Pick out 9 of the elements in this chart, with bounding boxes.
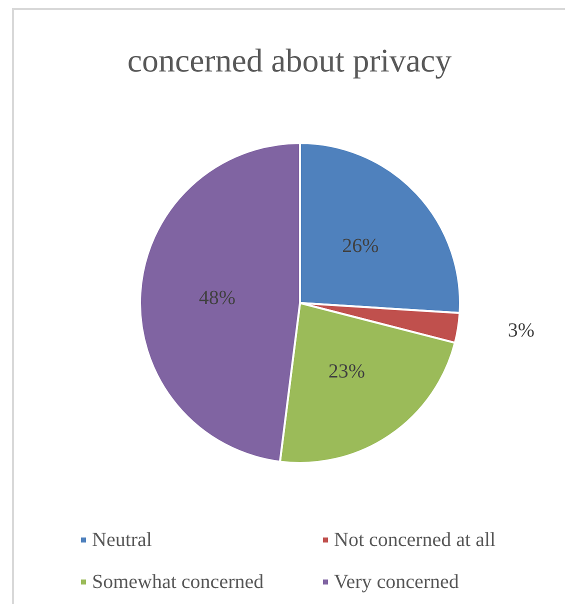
legend-label: Somewhat concerned	[92, 571, 264, 593]
data-label: 48%	[198, 286, 236, 309]
legend-label: Very concerned	[334, 571, 459, 593]
legend-label: Neutral	[92, 529, 152, 551]
data-label: 23%	[328, 360, 365, 383]
data-label: 26%	[342, 235, 379, 258]
chart-title: concerned about privacy	[127, 44, 452, 80]
legend-label: Not concerned at all	[334, 529, 496, 551]
data-label: 3%	[508, 319, 535, 342]
